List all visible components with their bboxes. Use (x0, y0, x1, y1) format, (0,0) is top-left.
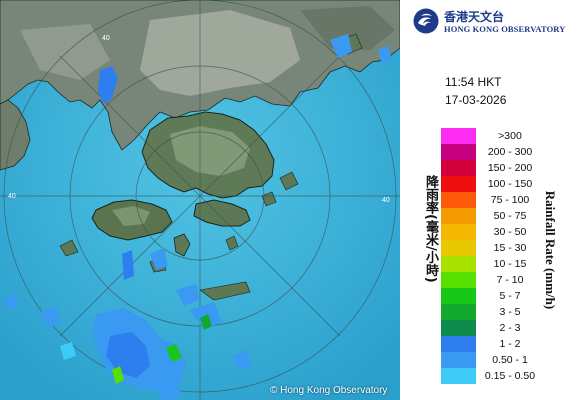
radar-map-graphic: 40 40 40 (0, 0, 400, 400)
legend-swatch (441, 352, 476, 368)
islet (225, 235, 239, 251)
rain-echo (160, 380, 182, 400)
legend-row: 10 - 15 (441, 256, 544, 272)
rain-echo (176, 284, 200, 306)
legend-row: 2 - 3 (441, 320, 544, 336)
legend-swatch (441, 128, 476, 144)
legend-swatch (441, 224, 476, 240)
legend-row: 0.50 - 1 (441, 352, 544, 368)
mainland-urban-patch (140, 10, 300, 96)
legend-row: 150 - 200 (441, 160, 544, 176)
islet (59, 239, 79, 257)
rain-echo (4, 294, 18, 310)
legend-label: 15 - 30 (493, 242, 527, 254)
organization-name-chinese: 香港天文台 (444, 10, 505, 24)
legend-swatch (441, 320, 476, 336)
legend-label: 3 - 5 (499, 306, 521, 318)
mainland-hill-patch (300, 6, 395, 50)
legend-swatch (441, 256, 476, 272)
rain-echo (60, 342, 76, 360)
legend-row: 15 - 30 (441, 240, 544, 256)
range-ring-label: 40 (8, 193, 16, 200)
legend-swatch (441, 288, 476, 304)
legend-swatch (441, 208, 476, 224)
legend-label: 150 - 200 (487, 162, 533, 174)
legend-label: 7 - 10 (496, 274, 524, 286)
legend-label: 10 - 15 (493, 258, 527, 270)
legend-label: 2 - 3 (499, 322, 521, 334)
legend-label: 50 - 75 (493, 210, 527, 222)
legend-swatch (441, 240, 476, 256)
legend-row: 0.15 - 0.50 (441, 368, 544, 384)
legend-row: 50 - 75 (441, 208, 544, 224)
lamma-island (173, 233, 191, 257)
rain-echo (122, 250, 134, 280)
legend-label: >300 (498, 130, 522, 142)
islet (279, 171, 299, 191)
legend-row: 5 - 7 (441, 288, 544, 304)
range-ring-label: 40 (102, 35, 110, 42)
legend-label: 5 - 7 (499, 290, 521, 302)
lantau-peak (112, 206, 150, 226)
rainfall-legend: >300 200 - 300 150 - 200 100 - 150 75 - 100 5… (441, 128, 544, 384)
rain-echo (200, 314, 212, 330)
islet (261, 191, 277, 207)
legend-swatch (441, 144, 476, 160)
islet (199, 281, 251, 301)
rain-echo (106, 332, 150, 378)
rain-echo (232, 350, 252, 370)
rain-echo (330, 34, 352, 58)
legend-row: 1 - 2 (441, 336, 544, 352)
mainland-urban-patch (20, 24, 110, 80)
rain-echo (98, 66, 118, 104)
legend-row: 75 - 100 (441, 192, 544, 208)
radar-map[interactable]: 40 40 40 (0, 0, 400, 400)
hko-logo-icon (413, 8, 439, 34)
legend-label: 1 - 2 (499, 338, 521, 350)
range-ring-label: 40 (382, 197, 390, 204)
legend-row: 200 - 300 (441, 144, 544, 160)
observation-time: 11:54 HKT (445, 75, 502, 89)
rain-echoes (4, 34, 392, 400)
legend-label: 200 - 300 (487, 146, 533, 158)
legend-row: 3 - 5 (441, 304, 544, 320)
rain-echo (112, 366, 124, 384)
legend-label: 75 - 100 (490, 194, 530, 206)
copyright-notice: © Hong Kong Observatory (270, 385, 388, 396)
legend-title-english: Rainfall Rate (mm/h) (543, 190, 558, 310)
legend-swatch (441, 272, 476, 288)
rain-echo (150, 248, 168, 270)
legend-label: 0.15 - 0.50 (484, 370, 536, 382)
legend-label: 100 - 150 (487, 178, 533, 190)
organization-name-english: HONG KONG OBSERVATORY (444, 24, 566, 34)
rain-echo (378, 46, 392, 64)
rain-echo (166, 344, 182, 362)
legend-row: >300 (441, 128, 544, 144)
west-coast-landmass (0, 99, 31, 171)
legend-swatch (441, 160, 476, 176)
legend-swatch (441, 192, 476, 208)
legend-label: 0.50 - 1 (492, 354, 528, 366)
new-territories-highland (170, 126, 250, 176)
legend-swatch (441, 176, 476, 192)
legend-label: 30 - 50 (493, 226, 527, 238)
legend-row: 100 - 150 (441, 176, 544, 192)
range-rings (0, 0, 400, 400)
legend-swatch (441, 304, 476, 320)
observation-date: 17-03-2026 (445, 93, 507, 107)
legend-row: 30 - 50 (441, 224, 544, 240)
rain-echo (40, 306, 62, 328)
legend-row: 7 - 10 (441, 272, 544, 288)
legend-swatch (441, 368, 476, 384)
legend-swatch (441, 336, 476, 352)
info-panel (400, 0, 577, 400)
legend-title-chinese: 降雨率(毫米/小時) (423, 175, 438, 283)
